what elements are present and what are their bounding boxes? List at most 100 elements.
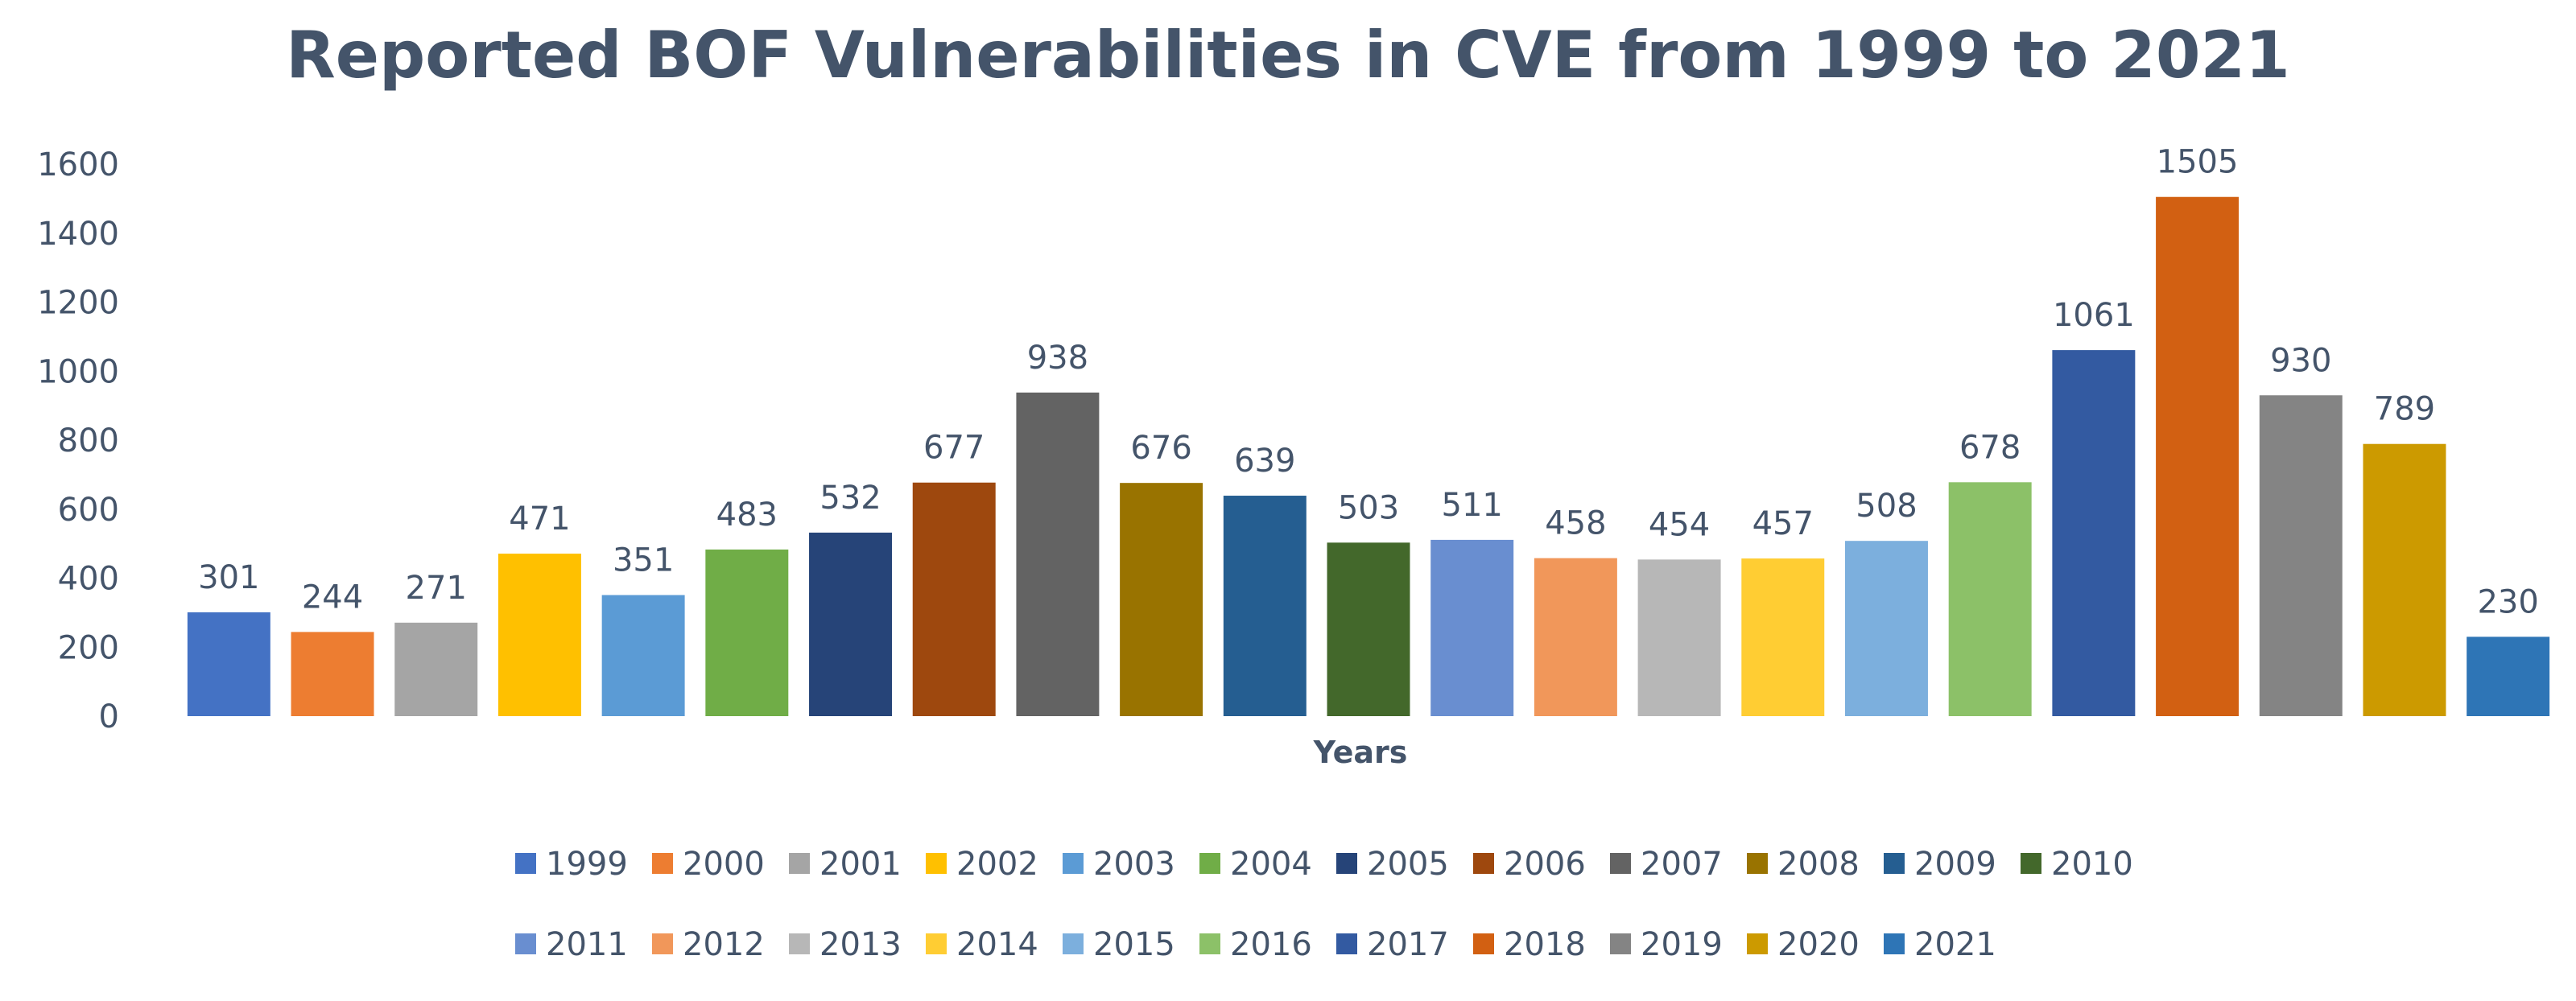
y-tick-label: 0 (99, 698, 119, 735)
bar-2007 (1016, 392, 1100, 716)
legend-swatch (1063, 853, 1084, 874)
legend-swatch (789, 853, 810, 874)
legend-item-2009: 2009 (1884, 846, 1996, 883)
y-tick-label: 1400 (37, 216, 119, 253)
legend-label: 2009 (1914, 846, 1996, 883)
legend-swatch (1199, 933, 1220, 954)
legend-item-2017: 2017 (1336, 926, 1449, 963)
data-label-2002: 471 (509, 500, 570, 538)
bar-2017 (2052, 350, 2136, 716)
bar-2003 (601, 595, 685, 716)
legend-item-2001: 2001 (789, 846, 902, 883)
chart-title: Reported BOF Vulnerabilities in CVE from… (286, 18, 2290, 93)
legend-swatch (515, 933, 536, 954)
data-label-2019: 930 (2270, 342, 2331, 379)
legend-item-2019: 2019 (1610, 926, 1723, 963)
legend-item-2016: 2016 (1199, 926, 1312, 963)
legend-swatch (926, 933, 947, 954)
data-label-2009: 639 (1234, 443, 1295, 480)
legend-label: 2019 (1641, 926, 1723, 963)
legend-item-2007: 2007 (1610, 846, 1723, 883)
legend-item-1999: 1999 (515, 846, 628, 883)
bar-2020 (2363, 443, 2446, 716)
legend-item-2005: 2005 (1336, 846, 1449, 883)
bar-2005 (809, 532, 892, 716)
legend-label: 2016 (1230, 926, 1312, 963)
legend-label: 2007 (1641, 846, 1723, 883)
bar-2016 (1948, 482, 2032, 716)
legend-item-2014: 2014 (926, 926, 1038, 963)
legend-swatch (2021, 853, 2041, 874)
legend-item-2008: 2008 (1747, 846, 1860, 883)
data-label-2008: 676 (1130, 430, 1191, 467)
data-labels: 301 244 271 471 351 483 532 677 938 676 639 503 511 4… (198, 144, 2539, 621)
data-label-2007: 938 (1027, 340, 1088, 377)
legend-item-2006: 2006 (1473, 846, 1586, 883)
data-label-2012: 458 (1545, 505, 1606, 542)
data-label-2017: 1061 (2053, 297, 2135, 334)
legend-label: 2000 (683, 846, 765, 883)
legend-swatch (652, 853, 673, 874)
legend-swatch (652, 933, 673, 954)
legend-label: 2005 (1367, 846, 1449, 883)
y-axis: 0 200 400 600 800 1000 1200 1400 1600 (37, 146, 119, 735)
data-label-2004: 483 (716, 496, 778, 533)
bar-2008 (1120, 483, 1203, 716)
legend-item-2010: 2010 (2021, 846, 2133, 883)
legend-label: 2015 (1093, 926, 1175, 963)
legend-item-2021: 2021 (1884, 926, 1996, 963)
legend-swatch (1199, 853, 1220, 874)
legend-label: 2012 (683, 926, 765, 963)
data-label-2000: 244 (302, 579, 363, 616)
data-label-2001: 271 (406, 570, 467, 607)
legend-swatch (1473, 933, 1494, 954)
legend-label: 1999 (546, 846, 628, 883)
legend-swatch (1610, 853, 1631, 874)
legend-swatch (1884, 933, 1905, 954)
legend-swatch (926, 853, 947, 874)
bar-2010 (1327, 542, 1410, 716)
x-axis-title: Years (1313, 735, 1408, 770)
bar-2018 (2156, 196, 2240, 716)
y-tick-label: 1000 (37, 353, 119, 390)
legend-swatch (1884, 853, 1905, 874)
legend-swatch (1747, 933, 1768, 954)
data-label-2005: 532 (819, 480, 881, 517)
legend-label: 2014 (956, 926, 1038, 963)
bar-2009 (1223, 496, 1307, 716)
legend-label: 2001 (819, 846, 902, 883)
bar-2019 (2259, 395, 2343, 716)
bar-2011 (1430, 539, 1514, 716)
legend-label: 2002 (956, 846, 1038, 883)
legend-item-2020: 2020 (1747, 926, 1860, 963)
legend-label: 2021 (1914, 926, 1996, 963)
bar-2006 (912, 482, 996, 716)
y-tick-label: 600 (58, 492, 119, 529)
legend-swatch (1747, 853, 1768, 874)
bar-2014 (1741, 558, 1825, 716)
legend-item-2004: 2004 (1199, 846, 1312, 883)
data-label-1999: 301 (198, 559, 259, 596)
bar-1999 (187, 612, 270, 716)
legend-item-2003: 2003 (1063, 846, 1175, 883)
data-label-2003: 351 (613, 542, 674, 579)
legend-item-2013: 2013 (789, 926, 902, 963)
legend-label: 2003 (1093, 846, 1175, 883)
legend-label: 2006 (1504, 846, 1586, 883)
legend-item-2002: 2002 (926, 846, 1038, 883)
y-tick-label: 400 (58, 561, 119, 598)
legend: 1999 2000 2001 2002 2003 2004 2005 2006 2007 2008… (515, 846, 2133, 963)
legend-label: 2018 (1504, 926, 1586, 963)
y-tick-label: 1600 (37, 146, 119, 183)
legend-label: 2010 (2051, 846, 2133, 883)
data-label-2020: 789 (2374, 391, 2435, 428)
y-tick-label: 1200 (37, 285, 119, 322)
legend-swatch (1610, 933, 1631, 954)
bar-2000 (291, 632, 374, 716)
legend-label: 2011 (546, 926, 628, 963)
y-tick-label: 200 (58, 629, 119, 666)
bar-2001 (394, 622, 478, 716)
legend-item-2012: 2012 (652, 926, 765, 963)
bar-2012 (1534, 558, 1617, 716)
